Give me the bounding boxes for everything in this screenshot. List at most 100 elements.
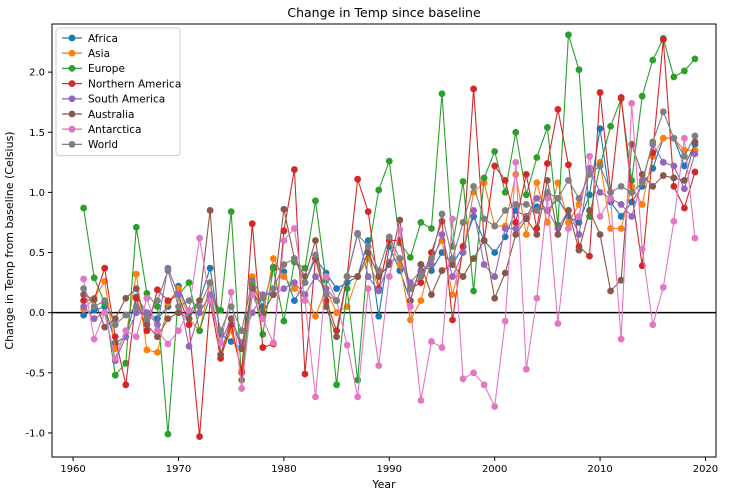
data-point (227, 303, 235, 311)
data-point (132, 285, 140, 293)
data-point (259, 294, 267, 302)
data-point (554, 195, 562, 202)
data-point (522, 365, 530, 373)
data-point (312, 197, 319, 205)
data-point (291, 297, 298, 305)
data-point (175, 309, 182, 317)
data-point (154, 348, 161, 356)
data-point (670, 182, 678, 190)
data-point (248, 276, 256, 284)
data-point (470, 85, 477, 93)
data-point (259, 315, 267, 323)
data-point (565, 176, 572, 184)
data-point (206, 297, 214, 305)
legend-label: Asia (88, 48, 110, 60)
data-point (670, 134, 678, 142)
data-point (491, 148, 499, 155)
data-point (238, 385, 246, 392)
legend-swatch-marker (68, 65, 76, 72)
y-tick-label: 2.0 (29, 68, 45, 79)
data-point (154, 297, 161, 305)
data-point (649, 182, 657, 190)
data-point (512, 201, 520, 208)
data-point (449, 291, 456, 299)
data-point (354, 175, 362, 183)
data-point (670, 162, 678, 170)
data-point (491, 249, 499, 256)
data-point (512, 225, 520, 232)
data-point (596, 231, 604, 238)
data-point (396, 267, 404, 274)
data-point (449, 273, 456, 280)
data-point (522, 191, 530, 199)
data-point (565, 225, 572, 232)
data-point (154, 327, 161, 335)
data-point (438, 344, 446, 351)
data-point (185, 279, 193, 286)
data-point (617, 201, 625, 208)
data-point (522, 201, 530, 208)
data-point (596, 213, 604, 220)
data-point (154, 333, 161, 341)
data-point (122, 294, 130, 302)
data-point (301, 370, 309, 378)
data-point (554, 231, 562, 238)
data-point (491, 294, 499, 302)
data-point (428, 255, 435, 262)
data-point (301, 279, 309, 286)
data-point (291, 166, 298, 173)
data-point (554, 320, 562, 327)
data-point (501, 225, 509, 232)
data-point (143, 290, 151, 297)
data-point (596, 162, 604, 170)
data-point (512, 219, 520, 226)
data-point (438, 90, 446, 98)
data-point (670, 73, 678, 81)
data-point (322, 291, 330, 299)
series (80, 108, 699, 335)
x-tick-label: 1960 (60, 464, 85, 475)
data-point (659, 108, 667, 116)
data-point (628, 198, 636, 206)
data-point (480, 381, 488, 389)
data-point (291, 255, 298, 262)
data-point (428, 291, 435, 299)
data-point (449, 316, 456, 324)
data-point (364, 273, 372, 280)
y-axis-ticks: -1.0 -0.5 0.0 0.5 1.0 1.5 2.0 (25, 68, 52, 439)
data-point (185, 342, 193, 350)
data-point (164, 315, 172, 323)
data-point (185, 315, 193, 323)
data-point (522, 231, 530, 238)
legend-label: Australia (88, 109, 134, 121)
data-point (154, 286, 161, 294)
data-point (533, 207, 541, 214)
y-tick-label: 0.0 (29, 308, 45, 319)
x-tick-label: 1980 (271, 464, 296, 475)
data-point (143, 315, 151, 323)
data-point (480, 215, 488, 223)
data-point (375, 312, 383, 320)
data-point (354, 393, 362, 401)
data-point (122, 359, 130, 367)
data-point (586, 152, 593, 160)
data-point (680, 185, 688, 193)
data-point (501, 188, 509, 196)
legend-label: Antarctica (88, 124, 142, 136)
data-point (691, 55, 699, 63)
data-point (449, 215, 456, 223)
data-point (586, 252, 593, 260)
data-point (375, 273, 383, 280)
data-point (291, 285, 298, 293)
data-point (428, 267, 435, 274)
y-tick-label: -0.5 (25, 368, 45, 379)
data-point (501, 317, 509, 325)
legend-item: Africa (62, 33, 118, 45)
data-point (80, 204, 88, 212)
data-point (649, 56, 657, 64)
data-point (438, 210, 446, 218)
data-point (628, 182, 636, 190)
data-point (586, 170, 593, 178)
data-point (101, 264, 109, 272)
data-point (617, 93, 625, 101)
